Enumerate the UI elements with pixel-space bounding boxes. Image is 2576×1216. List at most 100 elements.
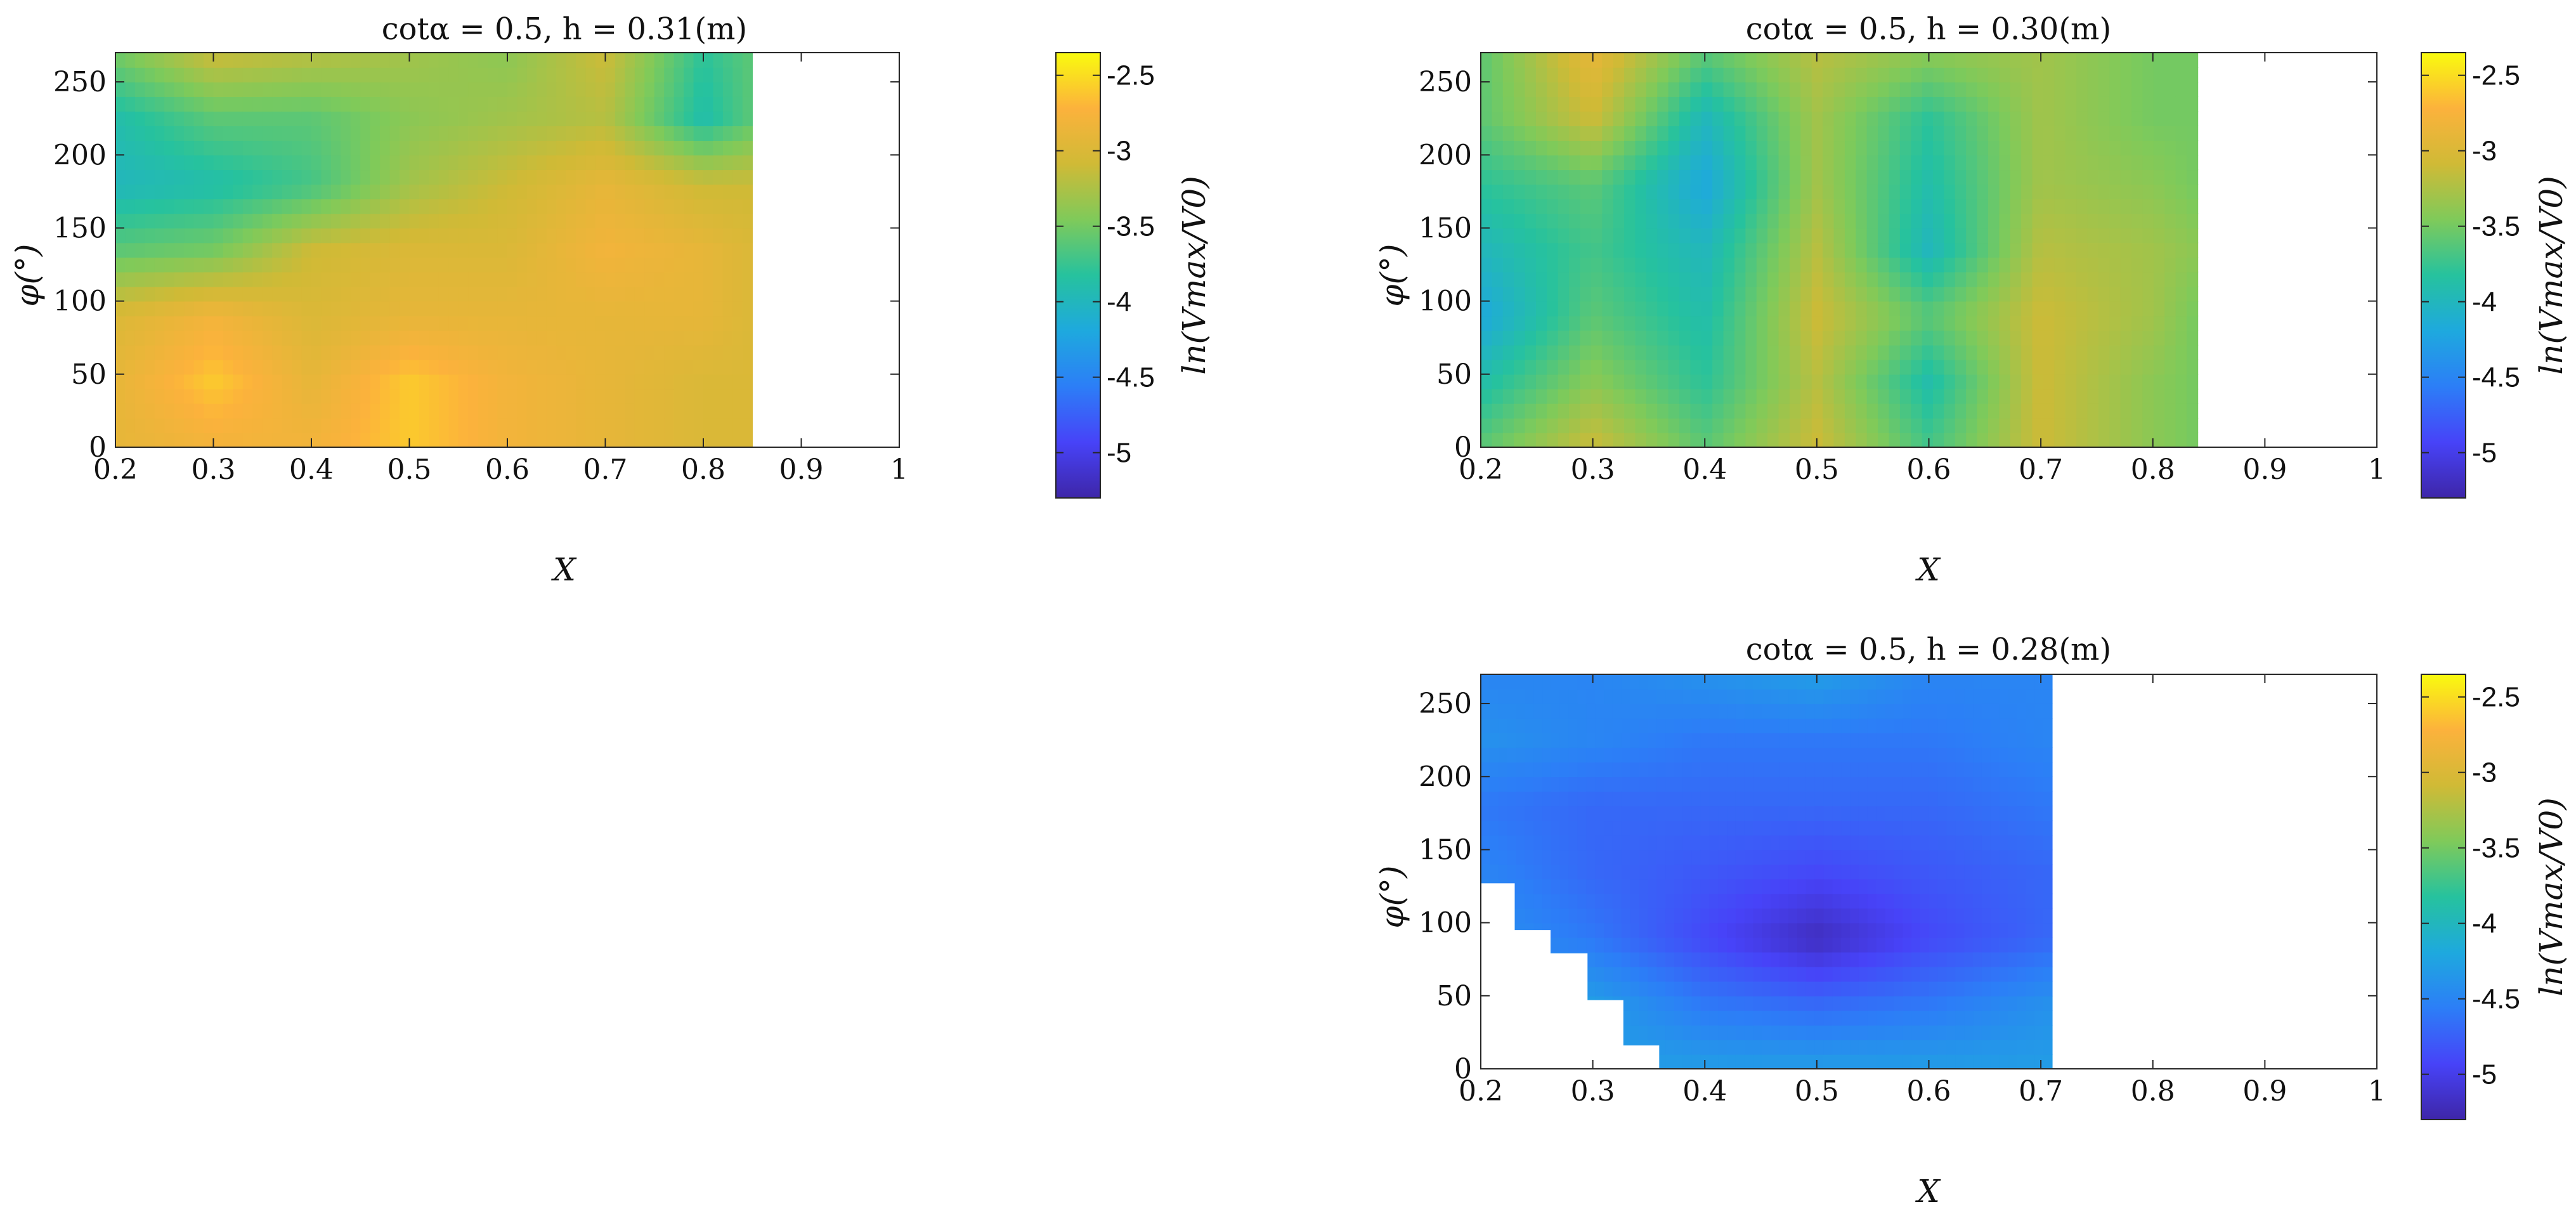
heatmap-cell — [1604, 937, 1613, 953]
heatmap-cell — [1850, 864, 1859, 880]
heatmap-cell — [2076, 199, 2088, 214]
heatmap-cell — [1674, 674, 1684, 690]
heatmap-cell — [204, 82, 214, 97]
heatmap-cell — [1911, 864, 1921, 880]
heatmap-cell — [1771, 995, 1780, 1011]
heatmap-cell — [2065, 213, 2077, 229]
heatmap-cell — [1533, 879, 1543, 894]
heatmap-cell — [2076, 315, 2088, 331]
heatmap-cell — [115, 271, 126, 287]
heatmap-cell — [1867, 747, 1877, 763]
heatmap-cell — [2010, 96, 2022, 112]
heatmap-cell — [213, 359, 224, 375]
heatmap-cell — [585, 388, 596, 404]
heatmap-cell — [409, 344, 420, 360]
heatmap-cell — [1624, 184, 1636, 200]
heatmap-cell — [468, 67, 479, 82]
heatmap-cell — [311, 228, 322, 244]
heatmap-cell — [223, 242, 234, 258]
heatmap-cell — [2010, 315, 2022, 331]
heatmap-cell — [1691, 922, 1701, 938]
heatmap-cell — [644, 257, 655, 273]
heatmap-cell — [223, 257, 234, 273]
heatmap-cell — [1789, 403, 1802, 419]
heatmap-cell — [301, 228, 312, 244]
heatmap-cell — [1639, 1010, 1649, 1026]
heatmap-cell — [703, 199, 714, 214]
heatmap-cell — [1701, 315, 1714, 331]
heatmap-cell — [1542, 674, 1552, 690]
heatmap-cell — [1814, 879, 1825, 894]
heatmap-cell — [389, 126, 400, 141]
heatmap-cell — [1779, 879, 1789, 894]
heatmap-cell — [341, 67, 351, 82]
heatmap-cell — [634, 374, 646, 389]
heatmap-cell — [1867, 864, 1877, 880]
heatmap-cell — [213, 126, 224, 141]
heatmap-cell — [1712, 213, 1724, 229]
heatmap-cell — [1745, 96, 1757, 112]
heatmap-cell — [537, 271, 547, 287]
heatmap-cell — [1656, 689, 1666, 704]
heatmap-cell — [1876, 966, 1886, 982]
x-axis: 0.2 0.3 0.4 0.5 0.6 0.7 0.8 0.9 1 — [1459, 53, 2386, 486]
heatmap-cell — [1624, 96, 1636, 112]
heatmap-cell — [1668, 301, 1680, 317]
heatmap-cell — [370, 213, 381, 229]
heatmap-cell — [1533, 820, 1543, 836]
heatmap-cell — [1911, 271, 1923, 287]
heatmap-cell — [311, 199, 322, 214]
heatmap-cell — [330, 344, 342, 360]
heatmap-cell — [145, 286, 155, 302]
heatmap-cell — [1955, 155, 1967, 171]
heatmap-cell — [2120, 228, 2132, 244]
heatmap-cell — [330, 67, 342, 82]
heatmap-cell — [1832, 703, 1842, 719]
heatmap-cell — [2175, 184, 2187, 200]
heatmap-cell — [301, 67, 312, 82]
heatmap-cell — [252, 126, 263, 141]
heatmap-cell — [2142, 257, 2154, 273]
heatmap-cell — [1823, 1010, 1833, 1026]
heatmap-cell — [605, 184, 616, 200]
heatmap-cell — [174, 53, 185, 68]
heatmap-cell — [1535, 286, 1548, 302]
heatmap-cell — [154, 315, 166, 331]
heatmap-cell — [1580, 315, 1592, 331]
heatmap-cell — [1933, 432, 1945, 448]
heatmap-cell — [1823, 257, 1835, 273]
heatmap-cell — [2109, 344, 2121, 360]
heatmap-cell — [1481, 53, 1493, 68]
heatmap-cell — [1569, 417, 1581, 433]
heatmap-cell — [1779, 1024, 1789, 1040]
heatmap-cell — [2065, 155, 2077, 171]
heatmap-cell — [1648, 922, 1657, 938]
heatmap-cell — [644, 155, 655, 171]
heatmap-cell — [1498, 733, 1508, 748]
heatmap-cell — [233, 344, 244, 360]
y-tick-label: 200 — [1419, 139, 1472, 171]
heatmap-cell — [1577, 879, 1587, 894]
heatmap-cell — [1646, 417, 1658, 433]
heatmap-cell — [1700, 762, 1710, 778]
heatmap-cell — [703, 286, 714, 302]
heatmap-cell — [1833, 111, 1845, 126]
heatmap-cell — [605, 271, 616, 287]
heatmap-cell — [2087, 432, 2099, 448]
heatmap-cell — [1727, 733, 1736, 748]
heatmap-cell — [2054, 301, 2066, 317]
heatmap-cell — [1525, 67, 1537, 82]
heatmap-cell — [1635, 286, 1647, 302]
heatmap-cell — [1797, 908, 1807, 924]
heatmap-cell — [1858, 1024, 1868, 1040]
heatmap-cell — [1665, 791, 1675, 807]
heatmap-cell — [1586, 747, 1596, 763]
heatmap-cell — [1885, 1024, 1895, 1040]
heatmap-cell — [1889, 374, 1901, 389]
heatmap-cell — [282, 359, 292, 375]
heatmap-cell — [1514, 126, 1526, 141]
heatmap-cell — [1635, 140, 1647, 156]
heatmap-cell — [1624, 286, 1636, 302]
heatmap-cell — [1933, 199, 1945, 214]
heatmap-cell — [1966, 286, 1978, 302]
